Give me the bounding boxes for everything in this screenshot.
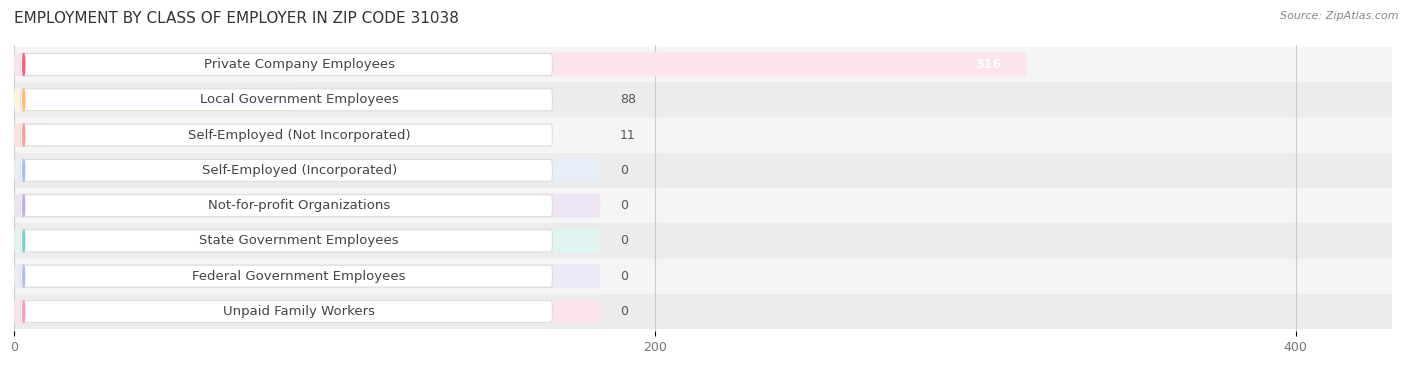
Text: 0: 0 — [620, 199, 627, 212]
Circle shape — [22, 195, 25, 217]
FancyBboxPatch shape — [21, 89, 553, 111]
Text: 88: 88 — [620, 93, 636, 106]
Text: 0: 0 — [620, 164, 627, 177]
Circle shape — [22, 159, 25, 181]
Text: Not-for-profit Organizations: Not-for-profit Organizations — [208, 199, 391, 212]
FancyBboxPatch shape — [14, 88, 297, 112]
Text: Local Government Employees: Local Government Employees — [200, 93, 399, 106]
FancyBboxPatch shape — [21, 195, 553, 217]
Circle shape — [22, 230, 25, 252]
FancyBboxPatch shape — [21, 230, 553, 252]
Text: Self-Employed (Not Incorporated): Self-Employed (Not Incorporated) — [188, 129, 411, 142]
FancyBboxPatch shape — [14, 158, 600, 182]
FancyBboxPatch shape — [14, 259, 1392, 294]
FancyBboxPatch shape — [14, 53, 1026, 77]
Circle shape — [22, 265, 25, 287]
Text: 0: 0 — [620, 234, 627, 247]
FancyBboxPatch shape — [14, 229, 600, 253]
Text: Unpaid Family Workers: Unpaid Family Workers — [224, 305, 375, 318]
FancyBboxPatch shape — [14, 47, 1392, 82]
Text: Self-Employed (Incorporated): Self-Employed (Incorporated) — [201, 164, 396, 177]
Text: Source: ZipAtlas.com: Source: ZipAtlas.com — [1281, 11, 1399, 21]
FancyBboxPatch shape — [14, 299, 600, 323]
FancyBboxPatch shape — [14, 82, 1392, 117]
Text: 11: 11 — [620, 129, 636, 142]
FancyBboxPatch shape — [14, 223, 1392, 259]
FancyBboxPatch shape — [14, 294, 1392, 329]
Circle shape — [22, 124, 25, 146]
FancyBboxPatch shape — [14, 264, 600, 288]
Text: 0: 0 — [620, 305, 627, 318]
Text: State Government Employees: State Government Employees — [200, 234, 399, 247]
FancyBboxPatch shape — [14, 194, 600, 218]
Circle shape — [22, 300, 25, 322]
Text: Private Company Employees: Private Company Employees — [204, 58, 395, 71]
Text: 0: 0 — [620, 270, 627, 283]
FancyBboxPatch shape — [21, 124, 553, 146]
FancyBboxPatch shape — [14, 123, 49, 147]
FancyBboxPatch shape — [14, 188, 1392, 223]
FancyBboxPatch shape — [21, 265, 553, 287]
FancyBboxPatch shape — [21, 300, 553, 322]
Circle shape — [22, 89, 25, 111]
Text: EMPLOYMENT BY CLASS OF EMPLOYER IN ZIP CODE 31038: EMPLOYMENT BY CLASS OF EMPLOYER IN ZIP C… — [14, 11, 458, 26]
FancyBboxPatch shape — [14, 117, 1392, 153]
Text: Federal Government Employees: Federal Government Employees — [193, 270, 406, 283]
Circle shape — [22, 54, 25, 76]
FancyBboxPatch shape — [14, 153, 1392, 188]
FancyBboxPatch shape — [21, 54, 553, 76]
Text: 316: 316 — [974, 58, 1001, 71]
FancyBboxPatch shape — [21, 159, 553, 181]
